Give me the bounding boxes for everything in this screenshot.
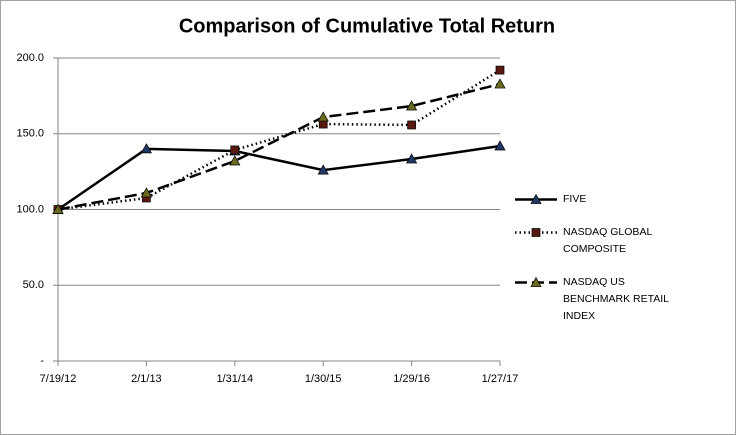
marker	[495, 65, 505, 75]
marker	[406, 153, 418, 164]
marker	[406, 100, 418, 111]
marker	[317, 111, 329, 122]
marker	[230, 145, 240, 155]
y-tick-label: 50.0	[23, 279, 44, 291]
y-tick-label: -	[40, 355, 44, 367]
marker	[530, 193, 542, 204]
marker	[407, 120, 416, 130]
legend-item: FIVE	[513, 191, 728, 208]
marker	[531, 228, 541, 237]
legend-item: NASDAQ GLOBAL COMPOSITE	[513, 224, 728, 258]
chart-title: Comparison of Cumulative Total Return	[179, 15, 555, 37]
y-tick-label: 100.0	[16, 203, 44, 215]
series-line	[57, 69, 501, 211]
x-tick-label: 2/1/13	[131, 373, 162, 385]
x-tick-label: 1/27/17	[482, 373, 519, 385]
legend-swatch	[515, 276, 557, 287]
marker	[229, 155, 241, 166]
x-tick-label: 1/30/15	[305, 373, 342, 385]
x-tick-label: 1/31/14	[216, 373, 253, 385]
legend-label: FIVE	[563, 193, 587, 205]
marker	[52, 203, 64, 214]
y-tick-label: 200.0	[16, 52, 44, 64]
legend: FIVE NASDAQ GLOBAL COMPOSITE NASDAQ US BEN…	[513, 191, 728, 341]
legend-item: NASDAQ US BENCHMARK RETAIL INDEX	[513, 274, 728, 325]
marker	[317, 164, 329, 175]
marker	[494, 78, 506, 89]
marker	[530, 276, 542, 287]
legend-label: NASDAQ GLOBAL COMPOSITE	[563, 226, 652, 255]
legend-swatch	[515, 193, 557, 204]
x-tick-label: 7/19/12	[40, 373, 77, 385]
legend-swatch	[515, 228, 557, 237]
legend-label: NASDAQ US BENCHMARK RETAIL INDEX	[563, 276, 669, 322]
series-line	[57, 82, 501, 211]
series-line	[57, 144, 501, 211]
x-tick-label: 1/29/16	[393, 373, 430, 385]
y-tick-label: 150.0	[16, 128, 44, 140]
marker	[140, 187, 152, 198]
marker	[140, 143, 152, 154]
marker	[494, 140, 506, 151]
